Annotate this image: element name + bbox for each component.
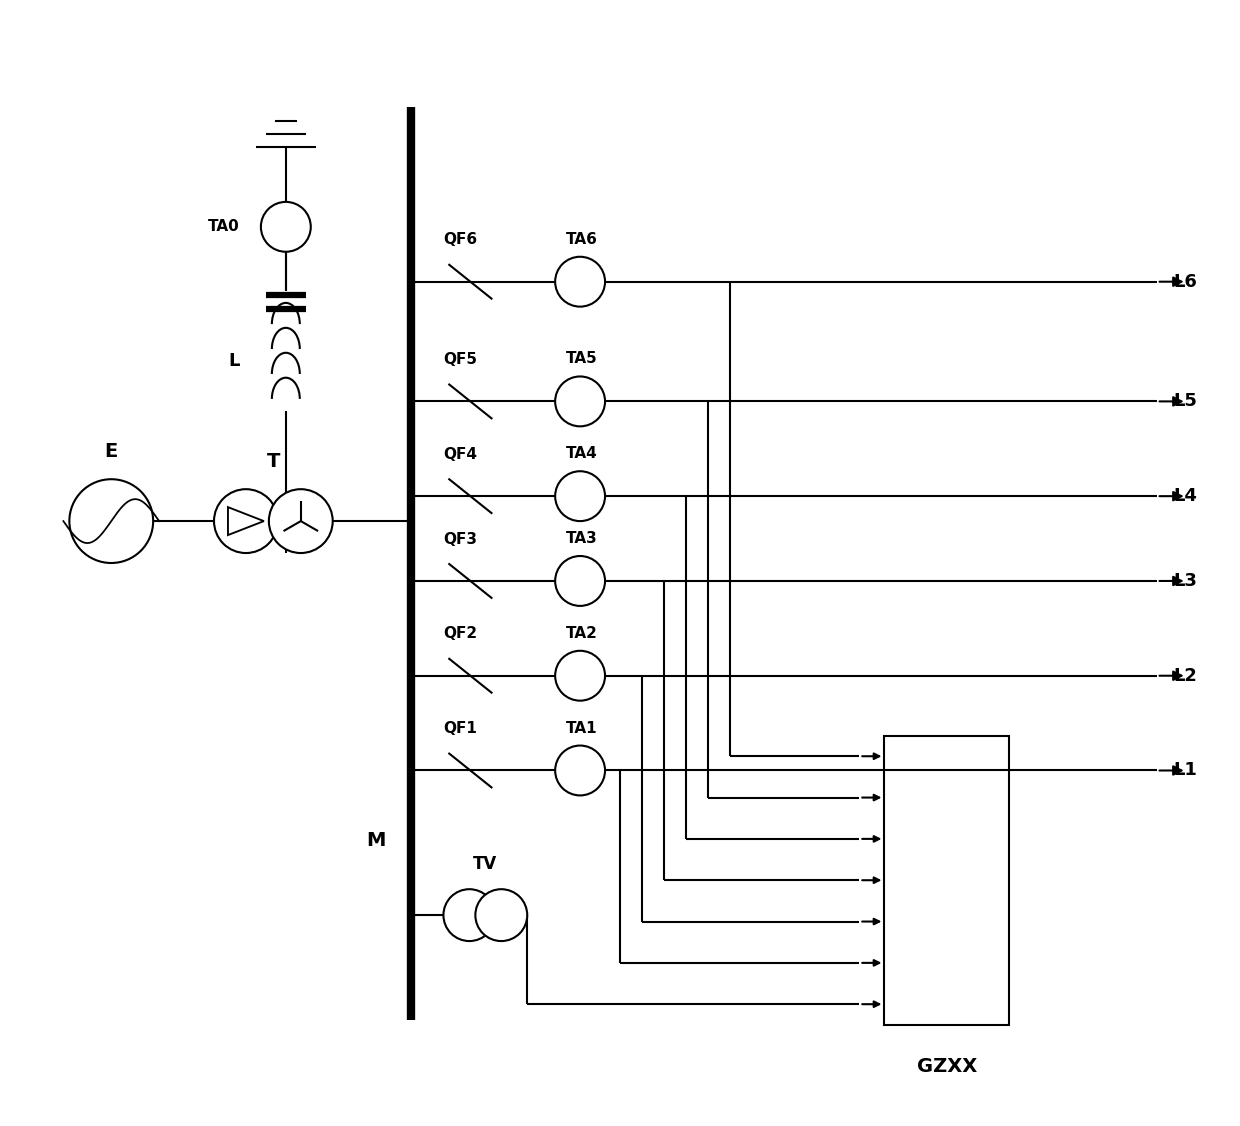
Text: QF1: QF1 [444,721,477,736]
Text: QF3: QF3 [444,531,477,546]
Circle shape [475,890,527,941]
Circle shape [556,376,605,427]
Circle shape [556,471,605,521]
Text: L4: L4 [1173,488,1198,506]
Text: GZXX: GZXX [916,1057,977,1075]
Text: L6: L6 [1173,272,1198,291]
Circle shape [556,745,605,795]
Text: TA4: TA4 [567,446,598,462]
Text: TA1: TA1 [567,721,598,735]
Text: TV: TV [474,856,497,874]
Circle shape [269,489,332,553]
Text: L: L [228,352,239,370]
Text: TA0: TA0 [208,220,239,234]
Text: QF6: QF6 [444,232,477,248]
Text: L2: L2 [1173,667,1198,685]
Text: QF4: QF4 [444,447,477,462]
Circle shape [260,202,311,252]
Text: L3: L3 [1173,572,1198,590]
Bar [884,735,1009,1025]
Text: TA6: TA6 [567,232,598,247]
Circle shape [556,257,605,306]
Text: QF5: QF5 [444,352,477,367]
Text: TA3: TA3 [567,531,598,546]
Text: M: M [366,831,386,850]
Circle shape [215,489,278,553]
Text: TA2: TA2 [567,626,598,641]
Circle shape [69,480,154,563]
Text: TA5: TA5 [567,351,598,366]
Text: T: T [267,453,280,471]
Text: L5: L5 [1173,392,1198,410]
Circle shape [556,556,605,606]
Text: QF2: QF2 [444,626,477,642]
Text: E: E [104,443,118,462]
Text: L1: L1 [1173,761,1198,779]
Circle shape [556,651,605,700]
Circle shape [444,890,495,941]
